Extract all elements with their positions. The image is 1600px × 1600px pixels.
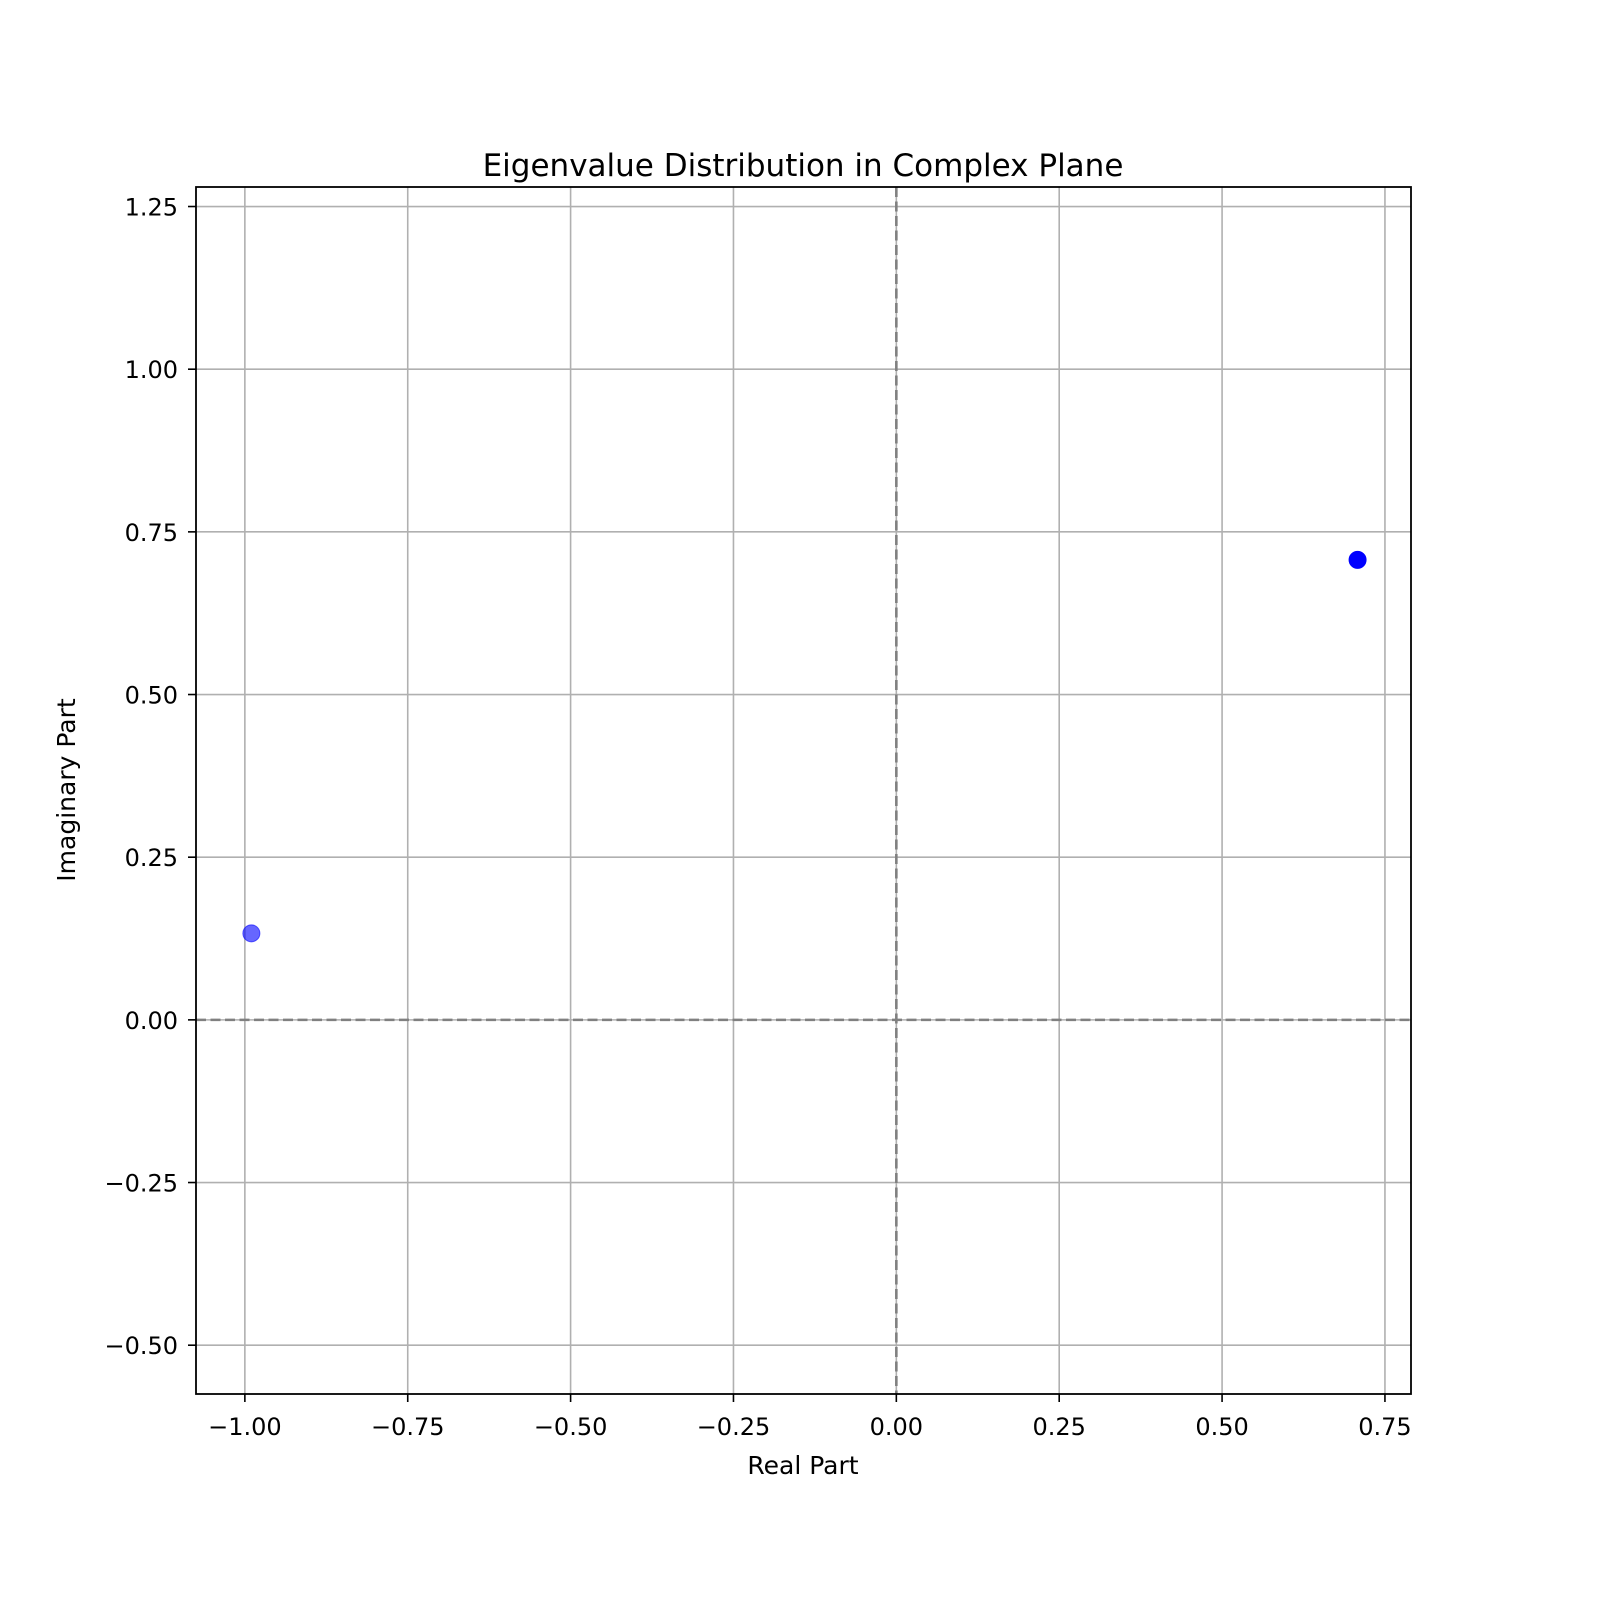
y-tick-label: 0.00 xyxy=(125,1007,178,1035)
grid-lines xyxy=(196,187,1411,1394)
x-tick-label: −0.50 xyxy=(534,1413,608,1441)
eigenvalue-point xyxy=(1348,550,1367,569)
y-tick-label: 0.25 xyxy=(125,844,178,872)
x-tick-label: −1.00 xyxy=(208,1413,282,1441)
y-tick-label: 0.50 xyxy=(125,682,178,710)
eigenvalue-point xyxy=(242,924,261,943)
x-tick-label: 0.75 xyxy=(1358,1413,1411,1441)
x-tick-label: 0.25 xyxy=(1032,1413,1085,1441)
x-axis-ticks: −1.00 −0.75 −0.50 −0.25 0.00 0.25 0.50 0.75 xyxy=(208,1394,1412,1441)
y-tick-label: −0.50 xyxy=(104,1332,178,1360)
y-tick-label: 1.00 xyxy=(125,356,178,384)
x-axis-label: Real Part xyxy=(747,1451,858,1480)
plot-frame xyxy=(195,186,1412,1395)
x-tick-label: −0.75 xyxy=(371,1413,445,1441)
y-tick-label: 0.75 xyxy=(125,519,178,547)
y-axis-ticks: −0.50 −0.25 0.00 0.25 0.50 0.75 1.00 1.25 xyxy=(104,194,196,1360)
y-axis-label: Imaginary Part xyxy=(52,698,81,882)
y-tick-label: 1.25 xyxy=(125,194,178,222)
zero-reference-lines xyxy=(196,187,1411,1394)
data-points xyxy=(242,550,1367,943)
x-tick-label: 0.50 xyxy=(1195,1413,1248,1441)
x-tick-label: 0.00 xyxy=(870,1413,923,1441)
y-tick-label: −0.25 xyxy=(104,1170,178,1198)
chart-title: Eigenvalue Distribution in Complex Plane xyxy=(483,148,1124,184)
x-tick-label: −0.25 xyxy=(697,1413,771,1441)
